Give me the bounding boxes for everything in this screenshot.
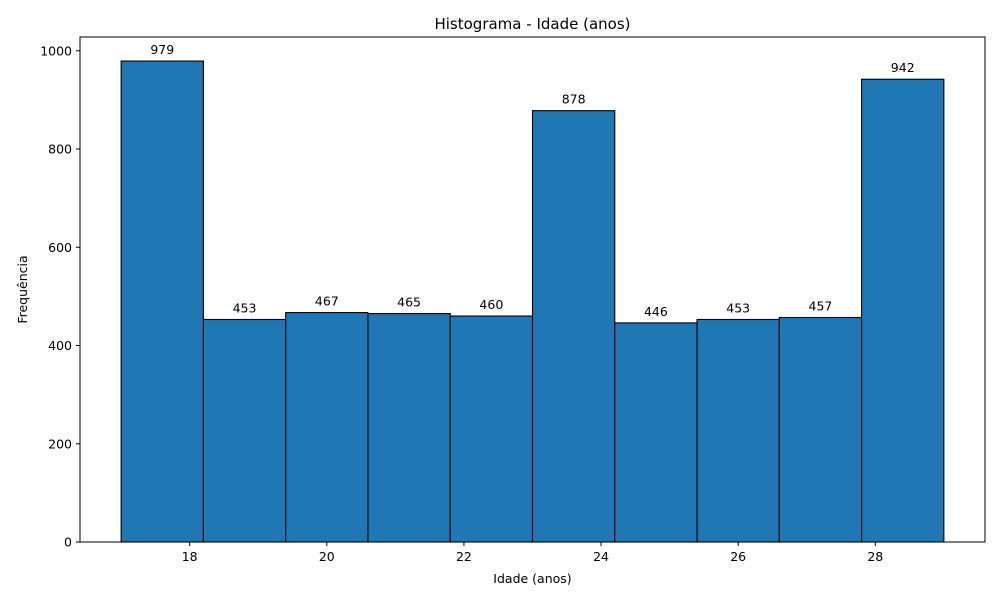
plot-frame xyxy=(79,36,986,543)
bar-value-label: 457 xyxy=(809,299,833,314)
x-tick-label: 26 xyxy=(730,549,746,564)
y-tick-label: 200 xyxy=(48,436,72,451)
x-tick-label: 20 xyxy=(319,549,335,564)
histogram-bar xyxy=(614,322,698,543)
histogram-bar xyxy=(367,313,451,543)
y-tick-label: 600 xyxy=(48,240,72,255)
y-tick-label: 400 xyxy=(48,338,72,353)
value-labels-group: 979 453 467 465 460 878 446 453 457 942 xyxy=(150,42,914,319)
x-tick-label: 18 xyxy=(182,549,198,564)
y-tick-label: 800 xyxy=(48,142,72,157)
bar-value-label: 460 xyxy=(479,297,503,312)
histogram-bar xyxy=(696,318,780,543)
y-axis: 0 200 400 600 800 1000 xyxy=(40,43,80,550)
y-axis-label: Frequência xyxy=(15,255,30,323)
histogram-bar xyxy=(449,315,534,543)
histogram-bar xyxy=(531,110,616,543)
x-axis-label: Idade (anos) xyxy=(493,571,571,586)
chart-title: Histograma - Idade (anos) xyxy=(434,15,630,33)
bar-value-label: 446 xyxy=(644,304,668,319)
x-tick-label: 22 xyxy=(456,549,472,564)
x-axis: 18 20 22 24 26 28 xyxy=(182,542,883,564)
bar-value-label: 942 xyxy=(891,60,915,75)
bar-value-label: 467 xyxy=(315,294,339,309)
bar-value-label: 465 xyxy=(397,295,421,310)
y-tick-label: 0 xyxy=(64,535,72,550)
y-tick-label: 1000 xyxy=(40,43,72,58)
bar-value-label: 453 xyxy=(726,300,750,315)
histogram-bar xyxy=(778,316,863,543)
bar-value-label: 878 xyxy=(562,92,586,107)
x-tick-label: 28 xyxy=(867,549,883,564)
histogram-bar xyxy=(285,312,369,543)
x-tick-label: 24 xyxy=(593,549,609,564)
bar-value-label: 979 xyxy=(150,42,174,57)
histogram-bar xyxy=(861,78,945,543)
histogram-bar xyxy=(202,318,287,543)
histogram-bar xyxy=(120,60,204,543)
bars-group xyxy=(120,60,945,543)
bar-value-label: 453 xyxy=(233,300,257,315)
